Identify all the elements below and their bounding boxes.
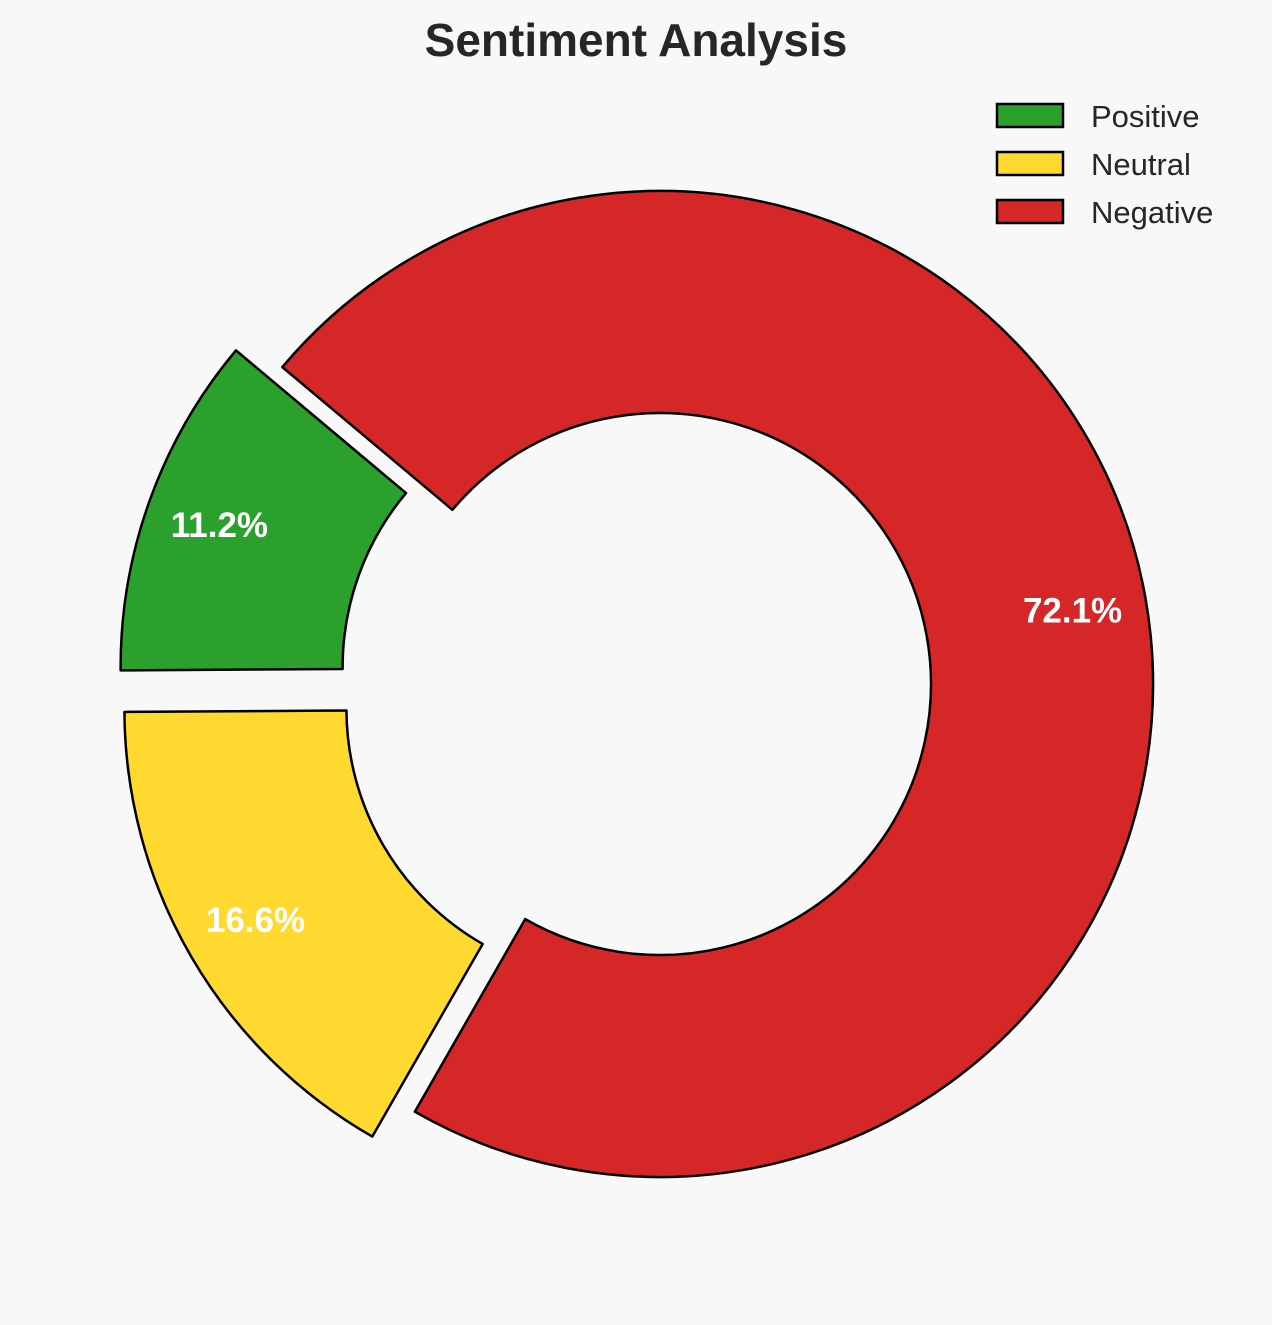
data-label-positive: 11.2% [171,506,268,545]
legend-label-neutral: Neutral [1091,147,1191,182]
legend: Positive Neutral Negative [995,99,1213,230]
legend-label-positive: Positive [1091,99,1200,134]
chart-title: Sentiment Analysis [425,14,848,66]
wedge-neutral [123,709,484,1138]
legend-swatch-negative [995,198,1065,225]
legend-label-negative: Negative [1091,195,1213,230]
legend-swatch-positive [995,102,1065,129]
data-label-negative: 72.1% [1023,592,1122,631]
legend-swatch-neutral [995,150,1065,177]
wedge-positive [119,349,408,672]
wedge-negative [281,189,1155,1179]
data-label-neutral: 16.6% [206,901,305,940]
